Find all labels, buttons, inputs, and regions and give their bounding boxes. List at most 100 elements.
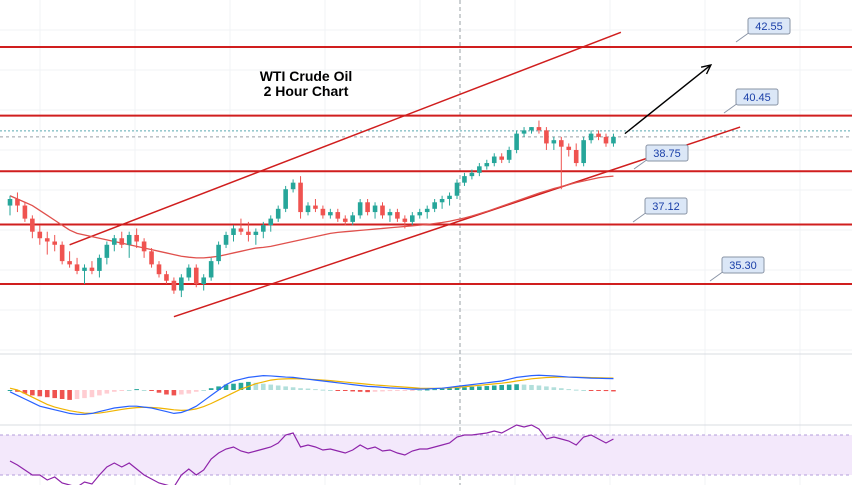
macd-histogram-bar (275, 385, 281, 390)
macd-histogram-bar (37, 390, 43, 397)
macd-histogram-bar (491, 385, 497, 390)
candle (544, 127, 549, 150)
level-labels: 42.55 40.45 38.75 37.12 35.30 (632, 17, 791, 282)
level-label: 38.75 (633, 144, 689, 170)
chart-title-line1: WTI Crude Oil (260, 68, 353, 84)
candle (514, 130, 519, 154)
candle (164, 270, 169, 284)
candle-body (447, 195, 452, 200)
level-label-text: 42.55 (755, 21, 783, 33)
candle-body (313, 205, 318, 209)
candle-body (59, 244, 65, 262)
level-label: 37.12 (632, 197, 688, 223)
candle (52, 234, 57, 252)
macd-histogram-bar (372, 390, 378, 392)
candle-body (52, 241, 57, 245)
candle-body (469, 172, 475, 177)
candle (380, 202, 385, 219)
candle-body (320, 208, 326, 216)
candle (417, 208, 423, 219)
candle-body (44, 238, 50, 242)
macd-histogram-bar (566, 389, 572, 391)
candle (59, 241, 65, 265)
level-label: 35.30 (709, 256, 765, 282)
candle (573, 143, 579, 167)
level-label-pointer (632, 211, 648, 223)
candle-body (402, 218, 408, 222)
candle-body (89, 267, 95, 271)
level-label-pointer (723, 102, 739, 114)
candle (387, 208, 393, 222)
macd-histogram-bar (22, 390, 28, 394)
candle (290, 179, 296, 193)
arrow-shaft (624, 64, 712, 135)
candle-body (432, 202, 437, 209)
candle-body (536, 127, 542, 131)
macd-histogram-bar (179, 390, 184, 395)
macd-histogram-bar (44, 390, 50, 398)
candle-body (298, 182, 303, 213)
candle-body (275, 208, 281, 219)
candle (253, 228, 259, 245)
candle (357, 199, 363, 219)
macd-histogram-bar (387, 390, 393, 392)
candle (335, 208, 341, 222)
candle-body (193, 267, 199, 284)
candle (179, 274, 184, 298)
candle (193, 264, 199, 288)
candle (149, 248, 154, 268)
candle-body (82, 267, 87, 271)
candle-body (253, 231, 259, 235)
candle (208, 257, 214, 281)
candle (320, 205, 326, 219)
candle (275, 205, 281, 222)
level-label-text: 40.45 (743, 92, 771, 104)
candle-body (581, 140, 586, 164)
candle (89, 261, 95, 275)
candle-body (529, 127, 534, 131)
candle (30, 215, 35, 239)
candle-body (171, 280, 177, 291)
candle (506, 146, 512, 164)
candle (596, 130, 601, 141)
macd-histogram-bar (603, 390, 609, 392)
candle-body (164, 274, 169, 281)
macd-histogram-bar (328, 390, 333, 391)
candle-body (126, 234, 132, 245)
candle-body (342, 218, 348, 222)
candle (462, 172, 467, 186)
candle-body (246, 231, 251, 235)
macd-histogram-bar (380, 390, 385, 392)
candle-body (551, 140, 557, 144)
level-label-box (735, 88, 779, 106)
macd-histogram-bar (216, 386, 221, 390)
macd-histogram-bar (67, 390, 72, 400)
candle (365, 199, 370, 216)
macd-histogram-bar (350, 390, 355, 392)
candle (112, 234, 117, 252)
candle (15, 192, 20, 213)
macd-histogram-bar (477, 386, 482, 390)
macd-histogram-bar (290, 387, 296, 390)
candle-body (149, 251, 154, 265)
candle (74, 257, 80, 275)
candle (551, 136, 557, 150)
candle (67, 251, 72, 268)
candle-body (231, 228, 236, 235)
macd-histogram-bar (74, 390, 80, 399)
projection-arrow (624, 63, 713, 135)
macd-histogram-bar (521, 384, 527, 390)
candle-body (186, 267, 192, 278)
candle (201, 274, 206, 291)
macd-histogram-bar (395, 390, 400, 391)
candle (216, 241, 221, 265)
candle (372, 202, 378, 219)
macd-histogram-bar (156, 390, 162, 393)
candle-body (603, 136, 609, 144)
macd-histogram-bar (320, 389, 326, 391)
candle (491, 153, 497, 167)
candle (119, 231, 125, 249)
macd-histogram-bar (82, 390, 87, 399)
macd-histogram-bar (551, 387, 557, 390)
